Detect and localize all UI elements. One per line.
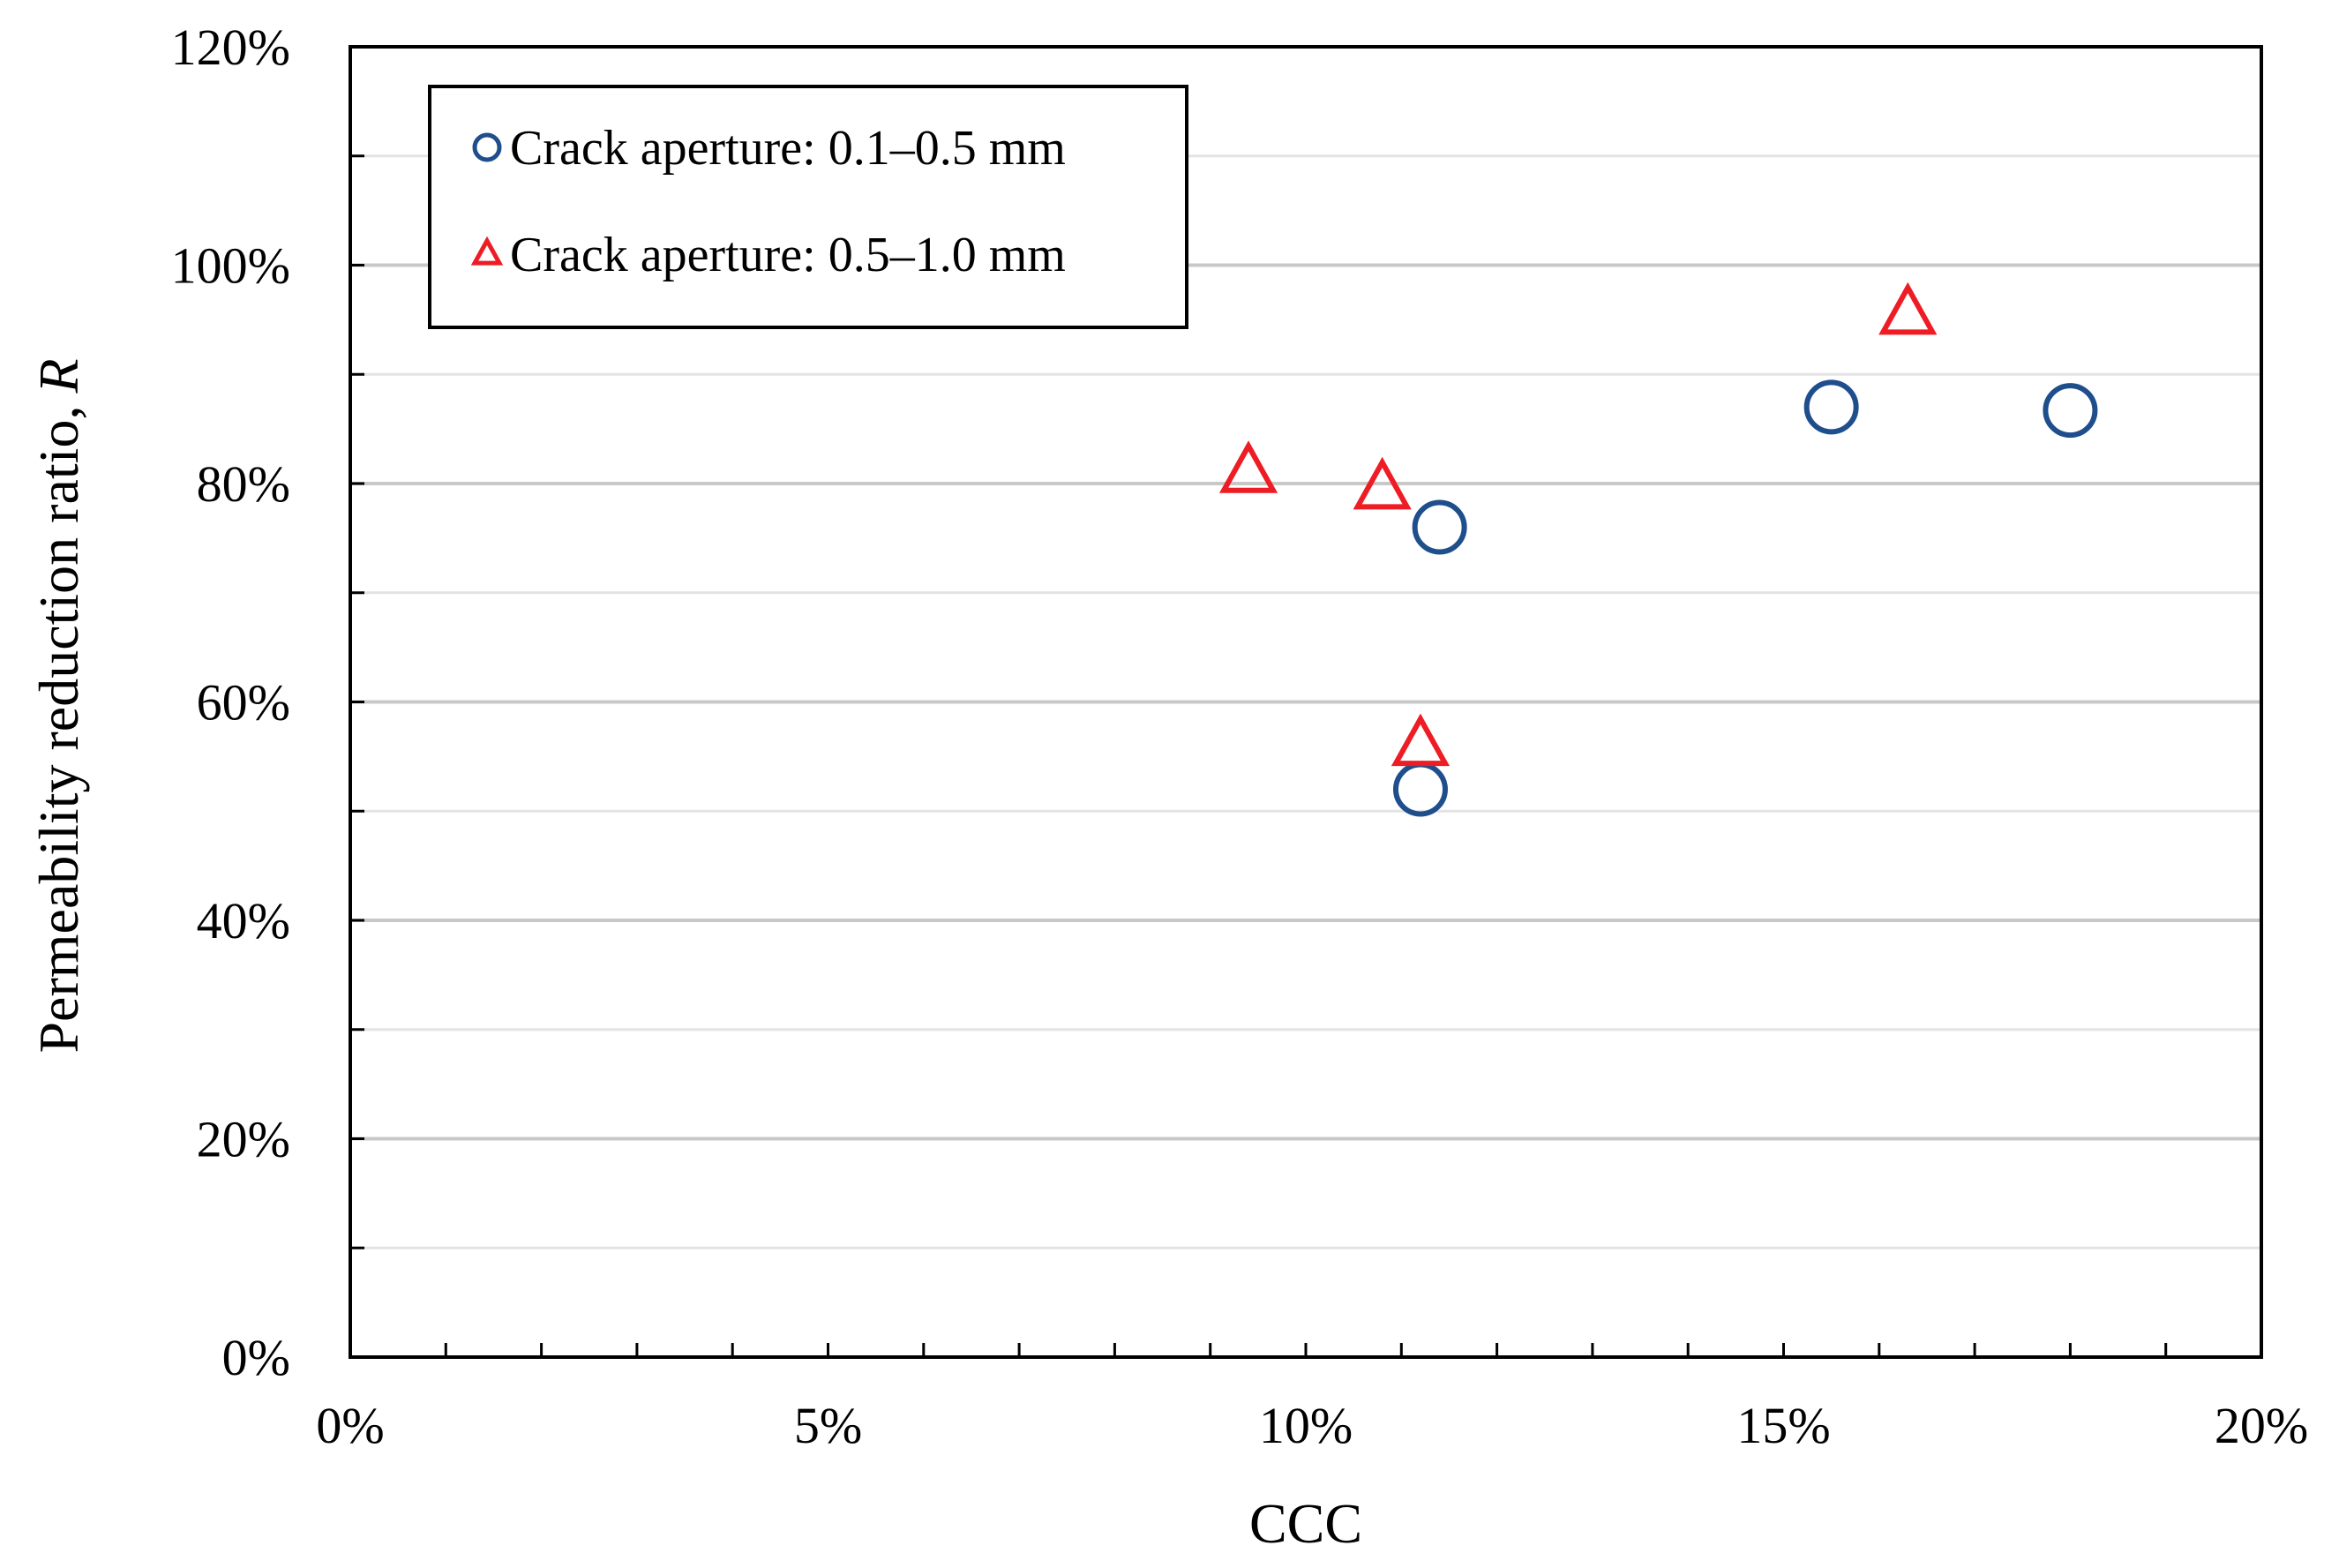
axis-ticks [349,45,2263,1359]
y-tick-label: 40% [197,892,290,949]
x-tick-label: 5% [794,1397,862,1454]
data-point-triangle [1878,281,1938,335]
data-point-triangle [1391,713,1451,767]
y-tick-label: 60% [197,674,290,731]
legend-marker-triangle [470,236,504,266]
data-point-circle [1412,499,1467,555]
legend-label: Crack aperture: 0.5–1.0 mm [510,228,1066,282]
x-axis-title: CCC [1249,1492,1362,1555]
legend-label: Crack aperture: 0.1–0.5 mm [510,121,1066,176]
legend-marker-circle [472,132,502,162]
data-point-circle [1803,379,1859,435]
x-tick-label: 20% [2215,1397,2308,1454]
y-tick-label: 0% [222,1329,290,1386]
y-tick-label: 80% [197,455,290,513]
y-tick-label: 120% [171,19,290,76]
legend-box [428,85,1188,329]
data-point-circle [2043,383,2098,439]
y-axis-title-symbol: R [27,358,90,394]
legend: Crack aperture: 0.1–0.5 mm Crack aperture… [428,85,1188,329]
y-axis-title-text: Permeability reduction ratio, [27,406,90,1054]
x-tick-label: 0% [316,1397,384,1454]
axis-tick-labels: 0% 20% 40% 60% 80% 100% 120% 0% 5% 10% 15% 20% [171,19,2308,1454]
y-tick-label: 100% [171,237,290,295]
data-point-triangle [1353,456,1412,510]
data-point-triangle [1218,440,1278,493]
data-points [1218,281,2098,817]
data-point-circle [1392,761,1448,817]
y-axis-title: Permeability reduction ratio, R [27,358,90,1053]
x-tick-label: 15% [1736,1397,1830,1454]
y-tick-label: 20% [197,1111,290,1168]
x-tick-label: 10% [1259,1397,1353,1454]
